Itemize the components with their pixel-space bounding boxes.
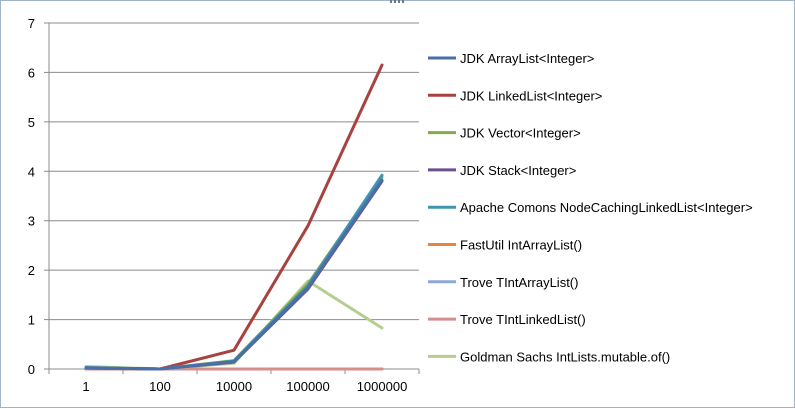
x-tick-label: 1 bbox=[82, 379, 89, 394]
legend-label: JDK LinkedList<Integer> bbox=[460, 88, 602, 103]
series-line bbox=[84, 179, 384, 371]
series-lines bbox=[84, 63, 384, 371]
legend-label: JDK ArrayList<Integer> bbox=[460, 51, 594, 66]
legend-label: Trove TIntLinkedList() bbox=[460, 312, 586, 327]
series-line bbox=[84, 173, 384, 371]
legend-label: FastUtil IntArrayList() bbox=[460, 238, 582, 253]
legend-label: Trove TIntArrayList() bbox=[460, 275, 578, 290]
legend-label: Goldman Sachs IntLists.mutable.of() bbox=[460, 349, 670, 364]
y-tick-label: 4 bbox=[28, 164, 35, 179]
legend-label: Apache Comons NodeCachingLinkedList<Inte… bbox=[460, 200, 753, 215]
series-line bbox=[84, 178, 384, 371]
y-tick-label: 2 bbox=[28, 263, 35, 278]
y-tick-label: 0 bbox=[28, 362, 35, 377]
resize-grip-icon[interactable] bbox=[390, 0, 406, 3]
series-line bbox=[84, 279, 384, 371]
y-tick-label: 7 bbox=[28, 16, 35, 31]
x-tick-label: 100000 bbox=[286, 379, 329, 394]
x-tick-label: 10000 bbox=[216, 379, 252, 394]
legend-label: JDK Stack<Integer> bbox=[460, 163, 576, 178]
y-tick-label: 1 bbox=[28, 313, 35, 328]
series-line bbox=[84, 63, 384, 371]
legend-label: JDK Vector<Integer> bbox=[460, 126, 581, 141]
y-tick-label: 6 bbox=[28, 65, 35, 80]
series-line bbox=[84, 175, 384, 371]
y-tick-label: 3 bbox=[28, 214, 35, 229]
x-axis: 1 100 10000 100000 1000000 bbox=[48, 369, 420, 394]
x-tick-label: 1000000 bbox=[357, 379, 408, 394]
legend: JDK ArrayList<Integer> JDK LinkedList<Int… bbox=[428, 51, 753, 364]
y-axis: 0 1 2 3 4 5 6 7 bbox=[28, 16, 50, 377]
x-tick-label: 100 bbox=[149, 379, 171, 394]
y-tick-label: 5 bbox=[28, 115, 35, 130]
